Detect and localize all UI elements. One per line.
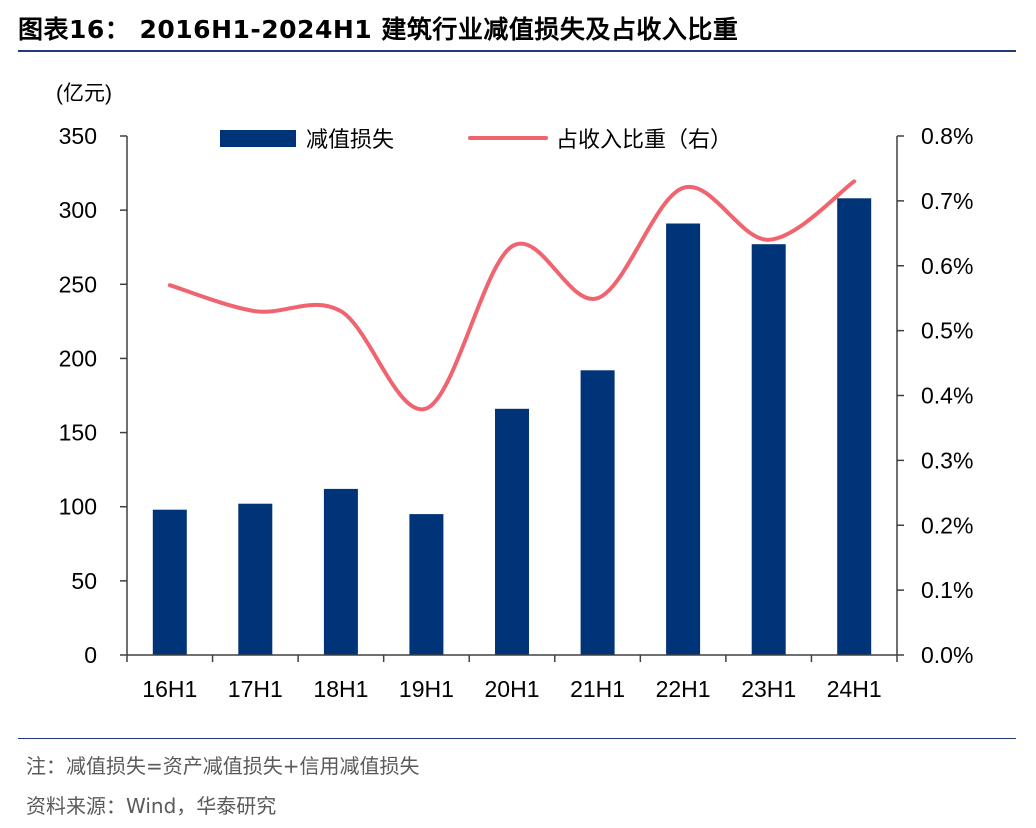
axes: 0 50 100 150 200 250 300 350 (亿元) 0.0% 0.1% 0.2% 0.3…	[56, 82, 973, 702]
y-left-tick-label: 300	[59, 197, 97, 223]
chart-note: 注：减值损失=资产减值损失+信用减值损失	[26, 754, 420, 778]
bar	[666, 223, 701, 655]
y-right-tick-label: 0.4%	[921, 383, 973, 409]
x-tick-label: 20H1	[485, 676, 540, 702]
y-right-tick-label: 0.6%	[921, 253, 973, 279]
y-left-tick-label: 200	[59, 345, 97, 371]
x-tick-label: 18H1	[313, 676, 368, 702]
bar	[238, 503, 273, 655]
y-right-tick-label: 0.3%	[921, 447, 973, 473]
chart-title: 图表16： 2016H1-2024H1 建筑行业减值损失及占收入比重	[18, 15, 739, 44]
x-tick-label: 24H1	[827, 676, 882, 702]
bar	[323, 488, 358, 655]
bar	[580, 370, 615, 655]
x-tick-label: 22H1	[656, 676, 711, 702]
y-right-tick-label: 0.1%	[921, 577, 973, 603]
y-right-tick-label: 0.7%	[921, 188, 973, 214]
y-left-tick-label: 100	[59, 494, 97, 520]
y-right-tick-label: 0.2%	[921, 512, 973, 538]
ratio-line	[167, 179, 857, 412]
footer-divider	[18, 738, 1016, 739]
legend-label-bar: 减值损失	[306, 127, 394, 152]
y-right-tick-label: 0.8%	[921, 123, 973, 149]
y-left-tick-label: 250	[59, 271, 97, 297]
bar	[495, 408, 529, 655]
bar-series	[152, 198, 872, 656]
y-left-tick-label: 0	[84, 642, 97, 668]
y-left-tick-label: 150	[59, 420, 97, 446]
title-divider	[18, 50, 1016, 52]
line-series	[167, 179, 857, 412]
bar	[409, 514, 444, 655]
legend-label-line: 占收入比重（右）	[556, 127, 732, 152]
x-tick-label: 17H1	[228, 676, 283, 702]
legend-swatch-bar	[220, 130, 296, 147]
bar	[751, 244, 786, 655]
chart-source: 资料来源：Wind，华泰研究	[26, 794, 277, 818]
y-left-tick-label: 350	[59, 123, 97, 149]
x-tick-label: 21H1	[570, 676, 625, 702]
bar	[152, 509, 187, 655]
bar	[837, 198, 872, 656]
legend: 减值损失 占收入比重（右）	[220, 127, 732, 152]
x-tick-label: 19H1	[399, 676, 454, 702]
y-left-tick-label: 50	[71, 568, 97, 594]
x-tick-label: 16H1	[142, 676, 197, 702]
x-tick-label: 23H1	[741, 676, 796, 702]
y-left-unit-label: (亿元)	[56, 82, 112, 105]
y-right-tick-label: 0.5%	[921, 318, 973, 344]
y-right-tick-label: 0.0%	[921, 642, 973, 668]
